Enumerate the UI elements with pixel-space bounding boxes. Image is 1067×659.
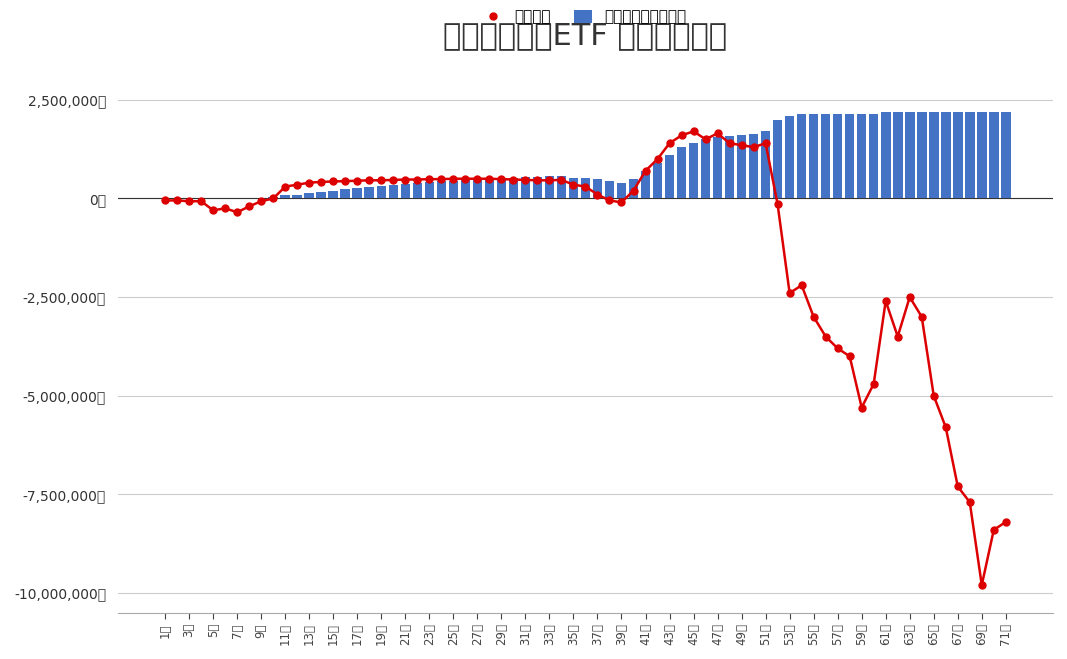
Bar: [496, 178, 506, 198]
Bar: [665, 155, 674, 198]
Bar: [773, 119, 782, 198]
Bar: [592, 179, 602, 198]
実現損益: [182, 197, 195, 205]
Bar: [893, 111, 903, 198]
Bar: [413, 183, 423, 198]
実現損益: [567, 181, 579, 188]
Bar: [317, 192, 327, 198]
Bar: [977, 111, 987, 198]
実現損益: [964, 498, 976, 506]
Bar: [785, 115, 795, 198]
Bar: [544, 177, 554, 198]
実現損益: [927, 391, 940, 399]
Bar: [749, 134, 759, 198]
Title: トライオートETF 週別不労所得: トライオートETF 週別不労所得: [444, 22, 728, 51]
Bar: [724, 136, 734, 198]
Bar: [628, 179, 638, 198]
Bar: [473, 179, 482, 198]
Bar: [569, 177, 578, 198]
Bar: [989, 111, 999, 198]
実現損益: [687, 127, 700, 135]
実現損益: [159, 196, 172, 204]
Bar: [269, 197, 278, 198]
Bar: [701, 139, 711, 198]
Bar: [509, 177, 519, 198]
実現損益: [1000, 518, 1013, 526]
Bar: [484, 179, 494, 198]
Bar: [965, 111, 974, 198]
Bar: [292, 194, 302, 198]
実現損益: [663, 139, 675, 147]
Bar: [881, 111, 891, 198]
Bar: [388, 185, 398, 198]
Legend: 実現損益, 利益（累積利確額）: 実現損益, 利益（累積利確額）: [484, 10, 687, 24]
Bar: [329, 190, 338, 198]
Bar: [941, 111, 951, 198]
Bar: [352, 188, 362, 198]
Bar: [821, 113, 830, 198]
Bar: [653, 163, 663, 198]
Bar: [953, 111, 962, 198]
Bar: [304, 193, 314, 198]
Line: 実現損益: 実現損益: [162, 128, 1009, 588]
Bar: [857, 113, 866, 198]
Bar: [436, 181, 446, 198]
Bar: [617, 183, 626, 198]
Bar: [1001, 111, 1010, 198]
Bar: [833, 113, 843, 198]
Bar: [869, 113, 878, 198]
Bar: [845, 113, 855, 198]
Bar: [425, 183, 434, 198]
Bar: [761, 131, 770, 198]
Bar: [580, 177, 590, 198]
Bar: [521, 177, 530, 198]
Bar: [281, 195, 290, 198]
Bar: [448, 181, 458, 198]
Bar: [557, 176, 567, 198]
実現損益: [278, 183, 291, 190]
Bar: [340, 189, 350, 198]
Bar: [676, 147, 686, 198]
Bar: [905, 111, 914, 198]
Bar: [929, 111, 939, 198]
Bar: [605, 181, 615, 198]
Bar: [809, 113, 818, 198]
Bar: [365, 186, 375, 198]
Bar: [461, 180, 471, 198]
Bar: [640, 171, 650, 198]
Bar: [377, 186, 386, 198]
Bar: [797, 113, 807, 198]
Bar: [737, 135, 747, 198]
Bar: [713, 137, 722, 198]
Bar: [400, 184, 410, 198]
Bar: [688, 143, 699, 198]
Bar: [917, 111, 926, 198]
実現損益: [975, 581, 988, 589]
Bar: [532, 177, 542, 198]
